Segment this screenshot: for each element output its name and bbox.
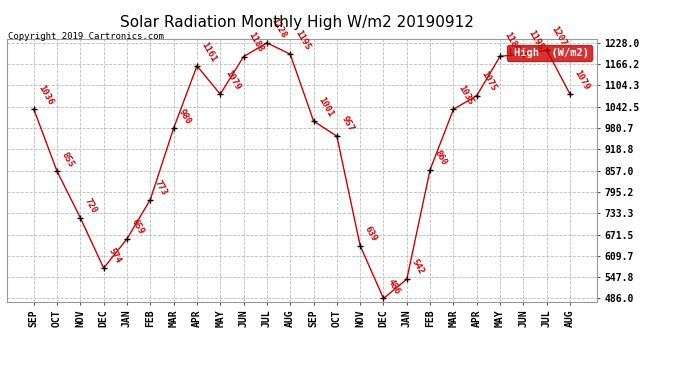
- Text: 773: 773: [153, 178, 169, 197]
- Text: 1079: 1079: [573, 68, 591, 92]
- Text: 720: 720: [83, 196, 99, 215]
- Text: 1079: 1079: [223, 68, 241, 92]
- Text: 486: 486: [386, 277, 402, 296]
- Text: Copyright 2019 Cartronics.com: Copyright 2019 Cartronics.com: [8, 32, 164, 41]
- Text: 1036: 1036: [37, 83, 55, 106]
- Text: 1195: 1195: [526, 28, 544, 51]
- Text: 957: 957: [339, 115, 355, 134]
- Text: 860: 860: [433, 148, 448, 167]
- Legend: High  (W/m2): High (W/m2): [507, 45, 591, 61]
- Text: 1001: 1001: [316, 95, 335, 118]
- Text: 639: 639: [363, 225, 379, 243]
- Text: 1189: 1189: [503, 30, 522, 54]
- Text: 980: 980: [177, 107, 193, 126]
- Text: 1035: 1035: [456, 83, 475, 106]
- Text: 1228: 1228: [270, 17, 288, 40]
- Text: 1075: 1075: [480, 70, 498, 93]
- Text: 1188: 1188: [246, 31, 265, 54]
- Text: 542: 542: [410, 258, 426, 276]
- Text: 1195: 1195: [293, 28, 312, 51]
- Text: 1207: 1207: [549, 24, 568, 47]
- Text: Solar Radiation Monthly High W/m2 20190912: Solar Radiation Monthly High W/m2 201909…: [120, 15, 473, 30]
- Text: 574: 574: [106, 247, 122, 266]
- Text: 659: 659: [130, 217, 146, 236]
- Text: 855: 855: [60, 150, 76, 168]
- Text: 1161: 1161: [199, 40, 218, 63]
